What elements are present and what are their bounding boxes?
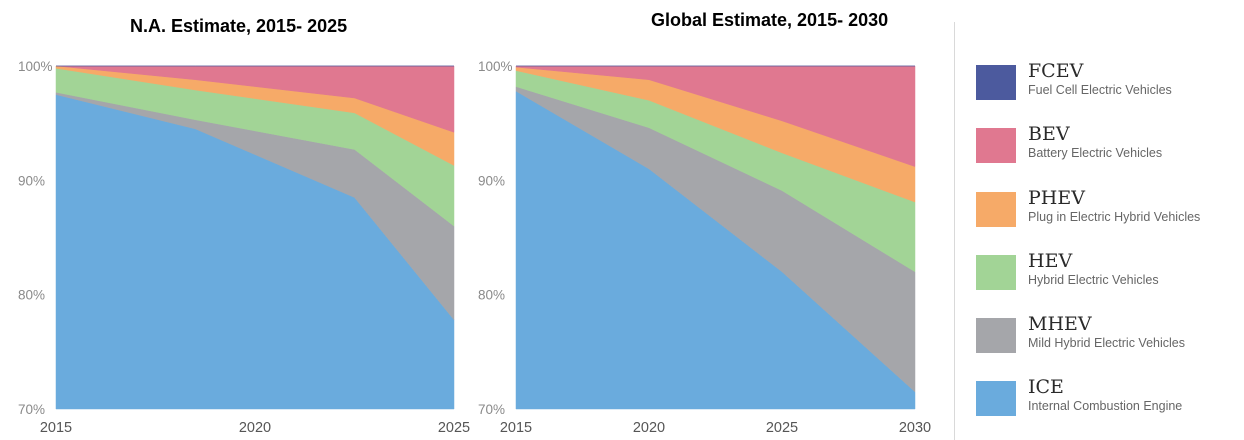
x-tick-label: 2020 (239, 420, 271, 436)
legend-label: PHEV (1028, 187, 1085, 209)
legend-item-phev: PHEV Plug in Electric Hybrid Vehicles (968, 187, 1244, 227)
hev-swatch-icon (976, 255, 1016, 290)
x-tick-label: 2015 (500, 420, 532, 436)
mhev-swatch-icon (976, 318, 1016, 353)
legend-description: Fuel Cell Electric Vehicles (1028, 83, 1172, 97)
y-tick-label: 70% (478, 402, 505, 417)
legend-label: FCEV (1028, 60, 1084, 82)
x-tick-label: 2030 (899, 420, 931, 436)
legend-label: BEV (1028, 123, 1070, 145)
x-tick-label: 2020 (633, 420, 665, 436)
legend-label: HEV (1028, 250, 1073, 272)
legend-item-fcev: FCEV Fuel Cell Electric Vehicles (968, 60, 1244, 100)
chart-global: 70% 80% 90% 100% 2015 2020 2025 2030 (478, 59, 931, 436)
legend-label: ICE (1028, 376, 1064, 398)
legend-item-mhev: MHEV Mild Hybrid Electric Vehicles (968, 313, 1244, 353)
x-tick-label: 2025 (766, 420, 798, 436)
legend-description: Hybrid Electric Vehicles (1028, 273, 1159, 287)
legend-description: Plug in Electric Hybrid Vehicles (1028, 210, 1201, 224)
phev-swatch-icon (976, 192, 1016, 227)
y-tick-label: 70% (18, 402, 45, 417)
chart-title-global: Global Estimate, 2015- 2030 (651, 10, 889, 30)
chart-na: 70% 80% 90% 100% 2015 2020 2025 (18, 59, 470, 436)
legend-item-bev: BEV Battery Electric Vehicles (968, 123, 1244, 163)
y-tick-label: 80% (18, 288, 45, 303)
legend-description: Mild Hybrid Electric Vehicles (1028, 336, 1185, 350)
chart-title-na: N.A. Estimate, 2015- 2025 (130, 16, 348, 36)
y-tick-label: 90% (478, 173, 505, 188)
legend-label: MHEV (1028, 313, 1092, 335)
legend-description: Internal Combustion Engine (1028, 399, 1183, 413)
legend-divider (954, 22, 955, 440)
y-tick-label: 100% (478, 59, 513, 74)
x-tick-label: 2015 (40, 420, 72, 436)
legend-item-hev: HEV Hybrid Electric Vehicles (968, 250, 1244, 290)
ice-swatch-icon (976, 381, 1016, 416)
y-tick-label: 90% (18, 173, 45, 188)
legend-item-ice: ICE Internal Combustion Engine (968, 376, 1244, 416)
legend-description: Battery Electric Vehicles (1028, 146, 1163, 160)
bev-swatch-icon (976, 128, 1016, 163)
x-tick-label: 2025 (438, 420, 470, 436)
y-tick-label: 100% (18, 59, 53, 74)
y-tick-label: 80% (478, 288, 505, 303)
fcev-swatch-icon (976, 65, 1016, 100)
